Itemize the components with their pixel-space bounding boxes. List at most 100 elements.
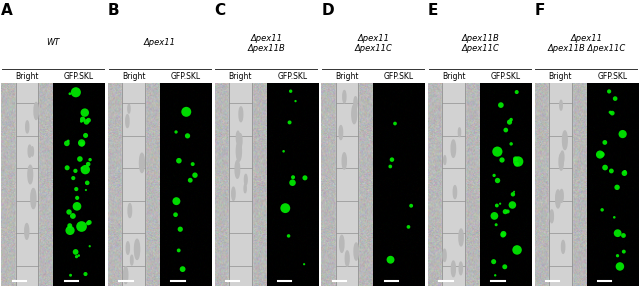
Point bbox=[620, 171, 630, 176]
Circle shape bbox=[561, 151, 564, 163]
Text: E: E bbox=[428, 3, 438, 18]
Point bbox=[609, 215, 620, 220]
Point bbox=[280, 206, 291, 211]
Point bbox=[618, 233, 628, 238]
Circle shape bbox=[340, 235, 344, 252]
Point bbox=[65, 273, 76, 278]
Circle shape bbox=[126, 115, 129, 127]
Point bbox=[489, 173, 499, 178]
Circle shape bbox=[232, 187, 235, 200]
Point bbox=[504, 120, 515, 124]
Point bbox=[72, 254, 82, 259]
Point bbox=[385, 257, 396, 262]
Point bbox=[76, 119, 86, 124]
Circle shape bbox=[346, 251, 349, 266]
Circle shape bbox=[559, 153, 563, 170]
Point bbox=[65, 91, 75, 96]
Point bbox=[612, 231, 623, 235]
Text: B: B bbox=[108, 3, 120, 18]
Circle shape bbox=[453, 186, 456, 199]
Point bbox=[288, 175, 298, 180]
Point bbox=[62, 165, 72, 170]
Circle shape bbox=[550, 210, 554, 223]
Circle shape bbox=[459, 229, 463, 246]
Circle shape bbox=[444, 156, 446, 164]
Text: Bright: Bright bbox=[548, 72, 572, 81]
Point bbox=[502, 209, 513, 214]
Text: Bright: Bright bbox=[228, 72, 252, 81]
Point bbox=[85, 157, 95, 162]
Circle shape bbox=[236, 141, 241, 161]
Point bbox=[491, 222, 501, 227]
Point bbox=[83, 162, 93, 166]
Text: GFP.SKL: GFP.SKL bbox=[384, 72, 414, 81]
Polygon shape bbox=[15, 83, 38, 286]
Point bbox=[597, 152, 607, 157]
Point bbox=[181, 109, 191, 114]
Point bbox=[610, 96, 620, 101]
Point bbox=[182, 133, 193, 138]
Point bbox=[77, 166, 87, 171]
Circle shape bbox=[451, 140, 456, 157]
Point bbox=[496, 103, 506, 107]
Circle shape bbox=[25, 224, 29, 239]
Point bbox=[612, 253, 623, 258]
Point bbox=[509, 189, 519, 194]
Text: D: D bbox=[321, 3, 334, 18]
Circle shape bbox=[443, 249, 446, 261]
Polygon shape bbox=[122, 83, 145, 286]
Circle shape bbox=[451, 261, 455, 277]
Text: GFP.SKL: GFP.SKL bbox=[171, 72, 201, 81]
Text: Δpex11: Δpex11 bbox=[144, 38, 176, 47]
Point bbox=[508, 203, 518, 207]
Point bbox=[185, 178, 195, 183]
Text: F: F bbox=[534, 3, 545, 18]
Point bbox=[171, 130, 181, 134]
Point bbox=[605, 110, 615, 115]
Point bbox=[84, 244, 95, 249]
Point bbox=[604, 89, 614, 94]
Circle shape bbox=[244, 184, 246, 193]
Circle shape bbox=[128, 204, 132, 217]
Point bbox=[385, 164, 396, 169]
Point bbox=[65, 228, 75, 233]
Text: GFP.SKL: GFP.SKL bbox=[597, 72, 627, 81]
Point bbox=[511, 157, 521, 161]
Point bbox=[81, 272, 91, 276]
Circle shape bbox=[31, 147, 33, 156]
Point bbox=[387, 157, 397, 162]
Circle shape bbox=[235, 160, 239, 178]
Point bbox=[508, 192, 518, 197]
Text: Bright: Bright bbox=[335, 72, 359, 81]
Circle shape bbox=[561, 240, 564, 253]
Point bbox=[70, 168, 81, 173]
Text: Δpex11
Δpex11B: Δpex11 Δpex11B bbox=[248, 34, 285, 53]
Circle shape bbox=[124, 267, 128, 283]
Point bbox=[83, 221, 93, 226]
Point bbox=[68, 176, 78, 181]
Point bbox=[607, 111, 618, 115]
Point bbox=[77, 142, 87, 146]
Point bbox=[406, 203, 416, 208]
Point bbox=[492, 178, 502, 183]
Point bbox=[71, 90, 81, 95]
Circle shape bbox=[563, 131, 567, 150]
Circle shape bbox=[560, 100, 563, 110]
Point bbox=[615, 264, 625, 269]
Point bbox=[300, 176, 310, 180]
Text: C: C bbox=[214, 3, 226, 18]
Circle shape bbox=[34, 102, 38, 119]
Point bbox=[172, 199, 182, 204]
Point bbox=[79, 110, 90, 115]
Point bbox=[173, 248, 184, 253]
Circle shape bbox=[560, 189, 563, 202]
Circle shape bbox=[339, 126, 342, 140]
Circle shape bbox=[459, 262, 462, 275]
Circle shape bbox=[126, 242, 129, 254]
Circle shape bbox=[31, 191, 33, 199]
Point bbox=[390, 121, 400, 126]
Point bbox=[492, 149, 502, 154]
Circle shape bbox=[239, 134, 242, 148]
Circle shape bbox=[352, 105, 356, 124]
Text: Bright: Bright bbox=[442, 72, 465, 81]
